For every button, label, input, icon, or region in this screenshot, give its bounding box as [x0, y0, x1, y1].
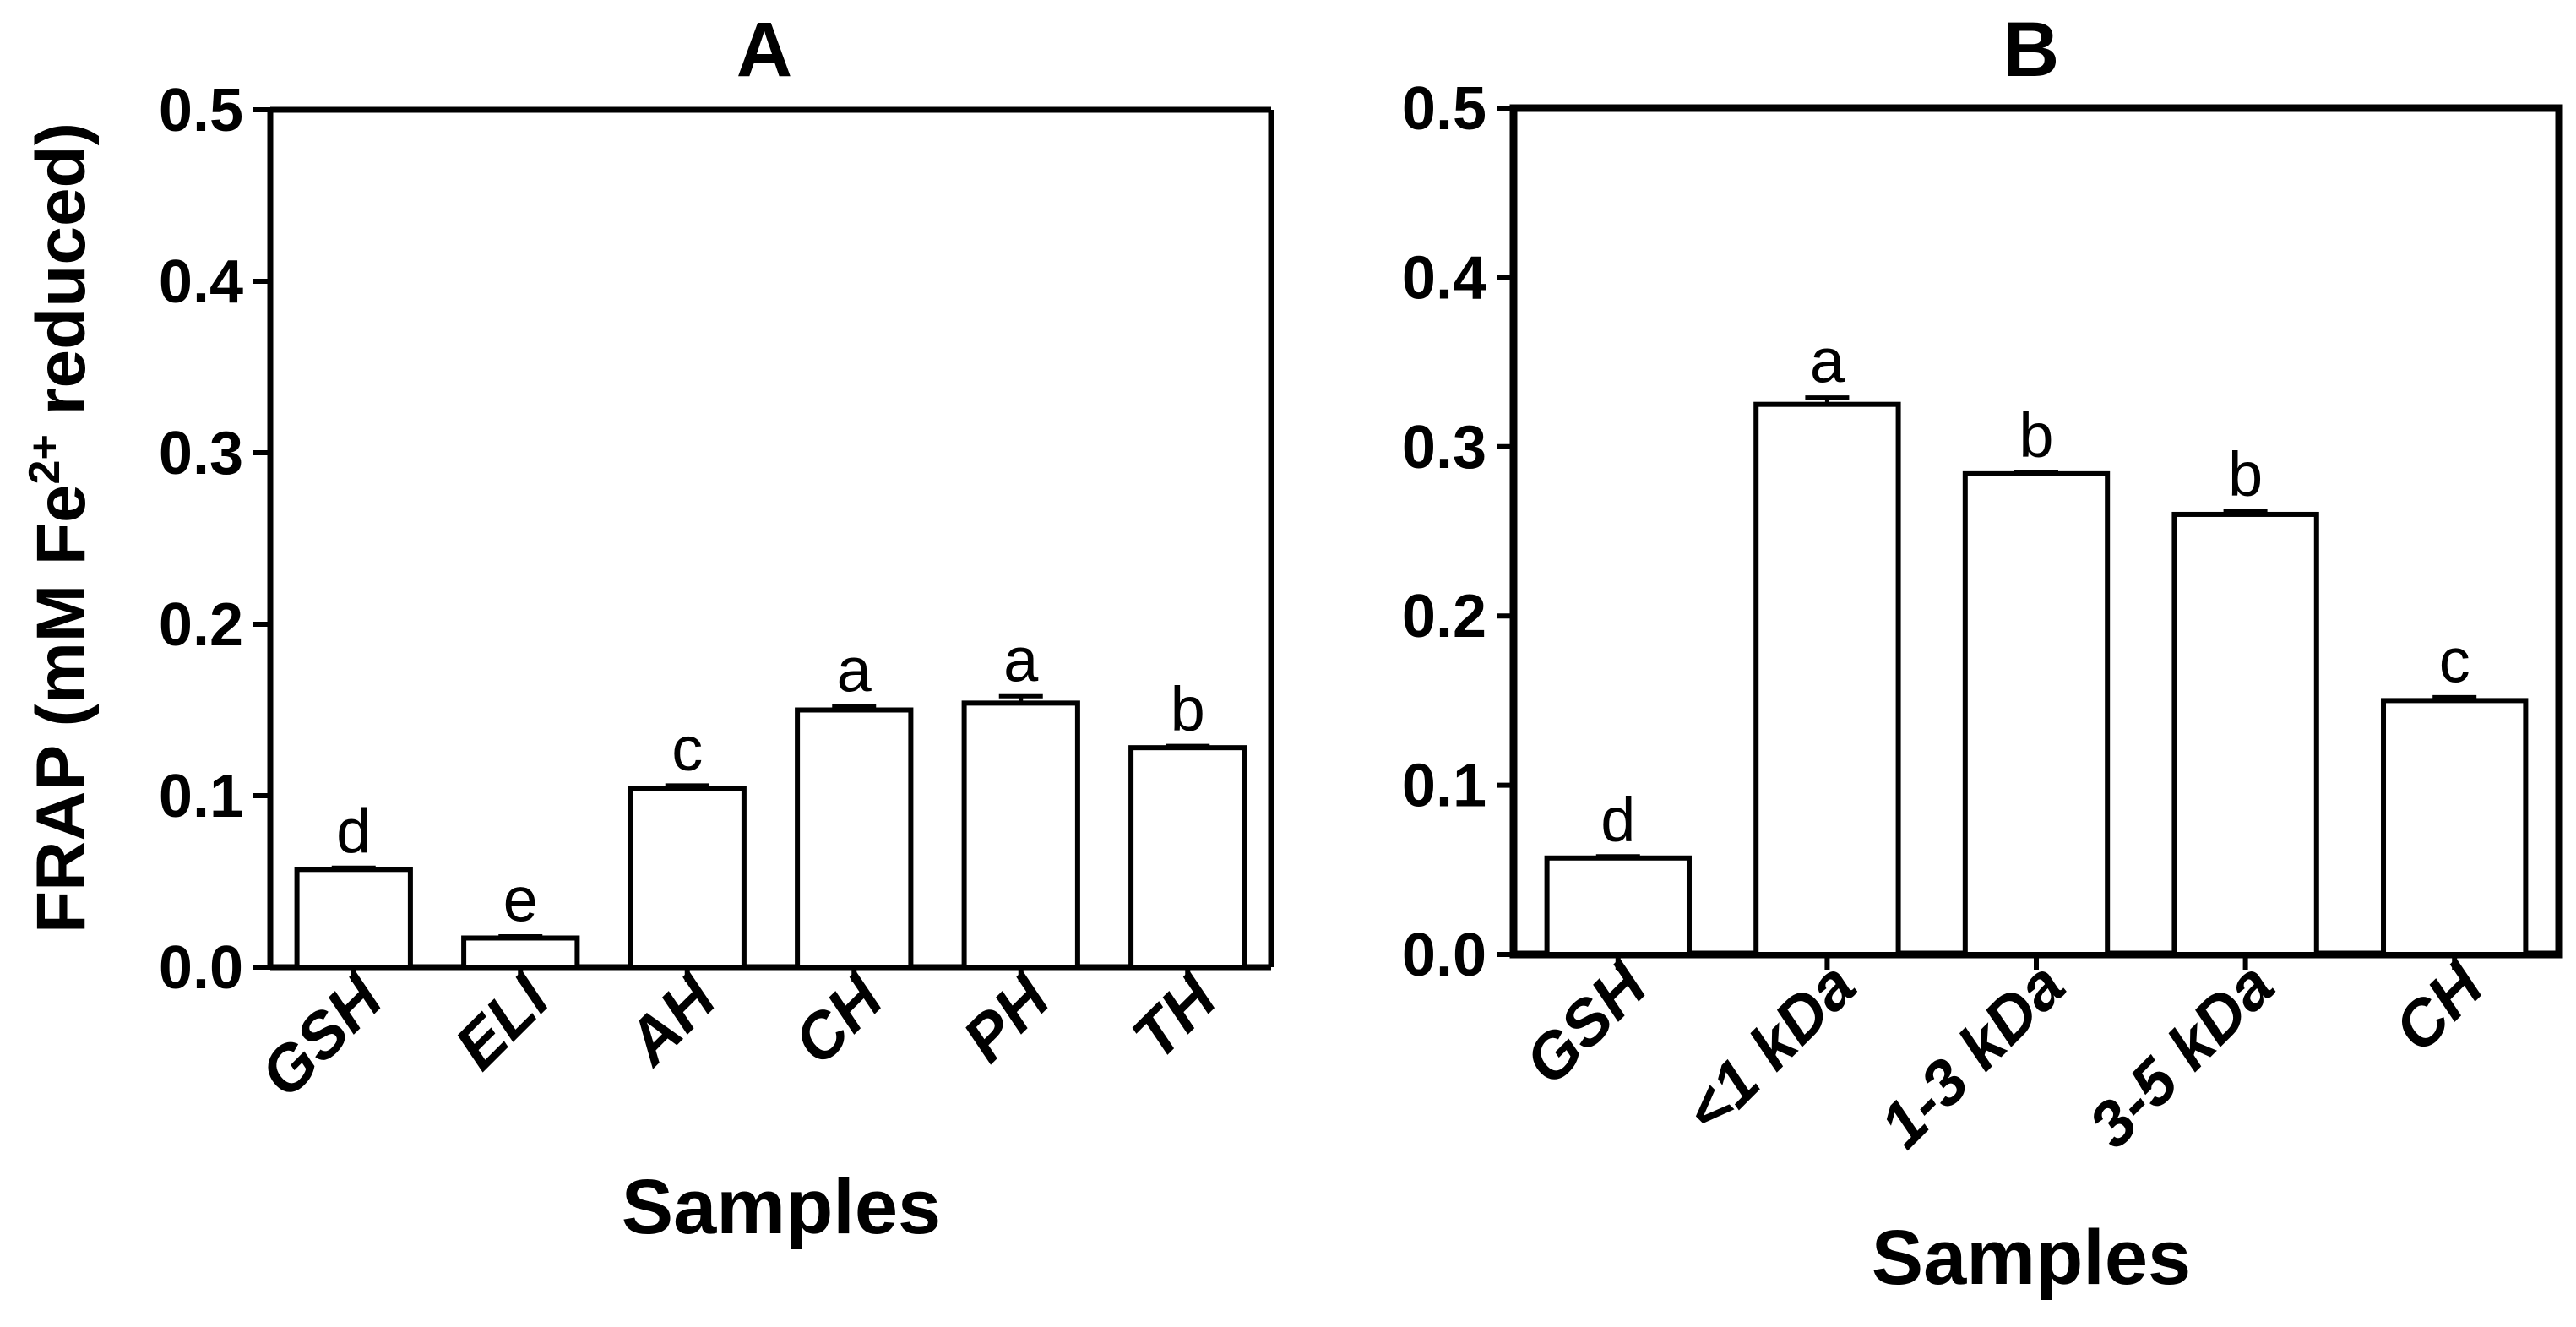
x-tick-label: CH	[780, 960, 898, 1078]
significance-letter: a	[837, 634, 872, 704]
y-axis-label-main: FRAP (mM Fe	[23, 484, 100, 933]
bar-ah	[628, 786, 747, 970]
y-tick-label: 0.1	[1402, 753, 1486, 820]
y-tick-label: 0.5	[159, 77, 243, 144]
x-tick-label: CH	[2380, 948, 2497, 1065]
y-tick-label: 0.0	[159, 934, 243, 1002]
significance-letter: a	[1810, 326, 1845, 396]
y-tick-label: 0.2	[159, 591, 243, 659]
significance-letter: a	[1003, 624, 1039, 694]
x-tick-label: ELI	[442, 961, 564, 1084]
significance-letter: b	[2228, 439, 2263, 509]
y-tick-label: 0.2	[1402, 583, 1486, 650]
y-tick-label: 0.4	[1402, 244, 1486, 312]
bar-ch	[795, 707, 914, 970]
y-axis-label-tail: reduced)	[23, 122, 100, 434]
x-tick-label: <1 kDa	[1671, 949, 1870, 1148]
significance-letter: c	[671, 714, 703, 784]
y-axis-label: FRAP (mM Fe2+ reduced)	[20, 122, 100, 933]
y-tick-label: 0.4	[159, 248, 243, 316]
panel-a-bars: d e c a a b	[294, 624, 1247, 971]
significance-letter: b	[2019, 400, 2053, 470]
y-tick-label: 0.3	[1402, 414, 1486, 481]
bar-gsh	[1544, 855, 1692, 957]
bar-th	[1128, 745, 1247, 970]
bar-3-5-kda	[2171, 511, 2319, 957]
y-tick-label: 0.5	[1402, 75, 1486, 143]
bar-1-kda	[1753, 401, 1901, 957]
significance-letter: d	[1600, 785, 1635, 855]
x-tick-label: AH	[612, 960, 731, 1080]
x-tick-label: TH	[1119, 960, 1231, 1073]
bar-ph	[961, 700, 1080, 970]
x-tick-label: 1-3 kDa	[1867, 949, 2079, 1161]
y-tick-label: 0.3	[159, 420, 243, 487]
significance-letter: c	[2439, 625, 2470, 695]
bar-ch	[2381, 698, 2529, 958]
bar-1-3-kda	[1962, 470, 2111, 957]
y-tick-label: 0.1	[159, 763, 243, 830]
panel-b-bars: d a b b c	[1544, 326, 2529, 958]
bar-eli	[461, 935, 580, 970]
bar-gsh	[294, 867, 413, 971]
significance-letter: b	[1171, 674, 1205, 744]
y-axis-label-superscript: 2+	[20, 434, 69, 484]
x-tick-label: GSH	[1511, 948, 1661, 1098]
significance-letter: e	[503, 864, 538, 934]
panel-a-x-axis-label: Samples	[622, 1164, 941, 1250]
x-tick-label: PH	[949, 960, 1064, 1075]
x-tick-label: 3-5 kDa	[2075, 949, 2287, 1161]
x-tick-label: GSH	[247, 960, 397, 1111]
y-tick-label: 0.0	[1402, 922, 1486, 989]
panel-b-x-axis-label: Samples	[1872, 1215, 2191, 1301]
panel-a-title: A	[736, 7, 792, 93]
significance-letter: d	[336, 796, 371, 866]
panel-b-title: B	[2003, 7, 2059, 93]
panel-a: A 0.0 0.1 0.2 0.3 0.4 0.5 GSH ELI AH CH PH TH d e c a a…	[159, 7, 1274, 1250]
